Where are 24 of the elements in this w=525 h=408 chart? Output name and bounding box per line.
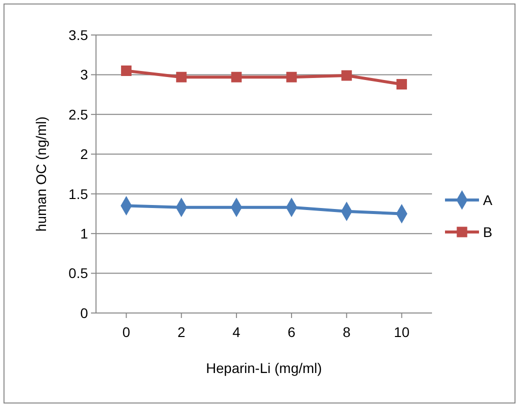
y-axis-title: human OC (ng/ml) <box>33 116 49 232</box>
point <box>121 66 132 76</box>
point <box>176 72 187 82</box>
y-tick-label: 0.5 <box>68 265 88 282</box>
x-tick-label: 8 <box>342 324 351 340</box>
x-tick-label: 4 <box>232 324 241 340</box>
x-axis-title: Heparin-Li (mg/ml) <box>206 360 322 376</box>
x-tick-label: 10 <box>394 324 410 340</box>
y-tick-label: 3 <box>80 66 88 83</box>
point <box>231 72 242 82</box>
point <box>396 79 407 90</box>
y-tick-label: 1.5 <box>68 186 88 202</box>
x-tick-label: 0 <box>122 324 130 340</box>
x-tick-label: 6 <box>288 324 296 340</box>
y-tick-label: 3.5 <box>68 26 88 43</box>
legend-label: B <box>483 224 492 240</box>
point <box>286 72 297 82</box>
x-tick-label: 2 <box>177 324 186 340</box>
y-tick-label: 2.5 <box>68 106 88 122</box>
point <box>341 70 352 81</box>
y-tick-label: 1 <box>80 225 88 242</box>
y-tick-label: 2 <box>80 146 88 162</box>
legend-label: A <box>483 192 493 208</box>
y-tick-label: 0 <box>80 304 88 321</box>
